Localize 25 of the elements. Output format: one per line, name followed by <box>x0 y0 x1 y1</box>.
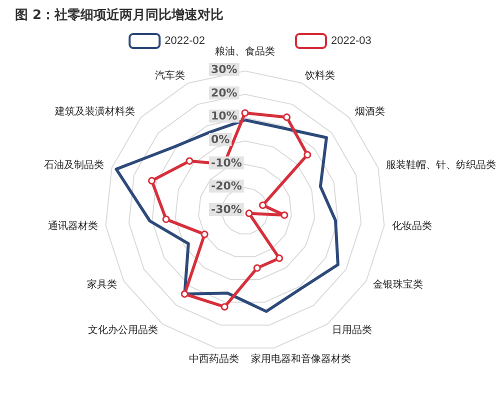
spoke-label: 服装鞋帽、针、纺织品类 <box>386 158 496 171</box>
spoke-label: 通讯器材类 <box>48 220 98 232</box>
spoke-label: 饮料类 <box>304 69 336 82</box>
y-tick-label: 0% <box>211 133 230 146</box>
spoke-label: 日用品类 <box>332 324 372 336</box>
spoke-label: 汽车类 <box>154 69 185 82</box>
spoke-label: 金银珠宝类 <box>373 278 424 290</box>
y-tick-label: 10% <box>211 110 238 123</box>
y-tick-label: -30% <box>211 203 242 216</box>
y-tick-label: -20% <box>211 180 242 193</box>
y-tick-label: -10% <box>211 156 242 170</box>
spoke-label: 中西药品类 <box>189 353 239 366</box>
spoke-label: 石油及制品类 <box>44 158 104 171</box>
spoke-label: 化妆品类 <box>392 220 432 232</box>
legend-label: 2022-02 <box>164 35 206 47</box>
spoke-label: 家具类 <box>86 278 117 290</box>
spoke-label: 粮油、食品类 <box>215 46 275 58</box>
spoke-label: 建筑及装潢材料类 <box>54 105 136 118</box>
y-tick-label: 30% <box>211 63 238 76</box>
legend-label: 2022-03 <box>331 35 372 47</box>
spoke-label: 家用电器和音像器材类 <box>251 353 351 366</box>
y-tick-label: 20% <box>211 86 238 100</box>
chart-title: 图 2：社零细项近两月同比增速对比 <box>15 7 224 23</box>
spoke-label: 烟酒类 <box>354 105 385 118</box>
spoke-label: 文化办公用品类 <box>88 324 158 336</box>
